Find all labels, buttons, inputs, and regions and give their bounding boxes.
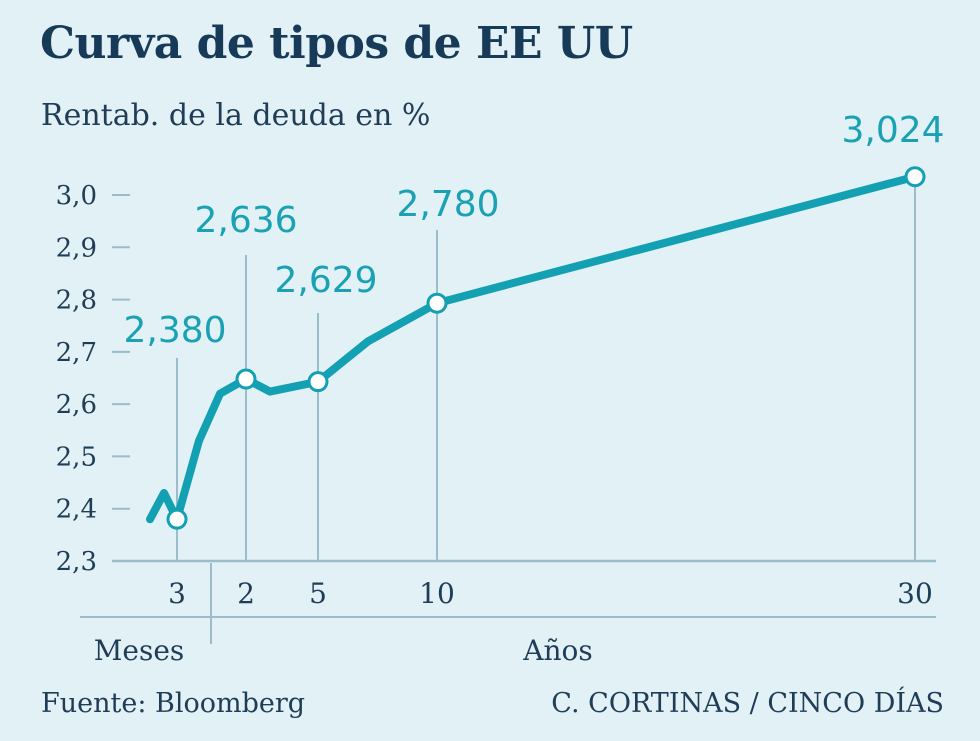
x-tick-label: 5 <box>309 577 327 610</box>
data-label: 2,629 <box>274 260 377 301</box>
y-tick-label: 2,4 <box>56 495 97 525</box>
data-label: 2,636 <box>194 200 297 241</box>
data-label: 2,780 <box>396 184 499 225</box>
data-point-marker <box>166 508 188 530</box>
data-point-marker <box>235 368 257 390</box>
y-tick-label: 2,8 <box>56 286 97 316</box>
y-tick-label: 2,7 <box>56 338 97 368</box>
data-point-marker <box>426 292 448 314</box>
data-point-marker <box>904 166 926 188</box>
y-tick-label: 3,0 <box>56 181 97 211</box>
y-tick-label: 2,6 <box>56 390 97 420</box>
data-point-marker <box>307 371 329 393</box>
chart-subtitle: Rentab. de la deuda en % <box>41 98 431 133</box>
x-tick-label: 10 <box>419 577 455 610</box>
x-group-label: Años <box>522 634 592 667</box>
x-group-label: Meses <box>94 634 185 667</box>
x-tick-label: 2 <box>237 577 255 610</box>
x-tick-label: 30 <box>897 577 933 610</box>
y-tick-label: 2,5 <box>56 442 97 472</box>
x-tick-label: 3 <box>168 577 186 610</box>
data-label: 2,380 <box>123 310 226 351</box>
chart-title: Curva de tipos de EE UU <box>40 18 633 69</box>
y-tick-label: 2,3 <box>56 547 97 577</box>
data-label: 3,024 <box>841 110 944 151</box>
source-note: Fuente: Bloomberg <box>41 688 306 719</box>
credit-note: C. CORTINAS / CINCO DÍAS <box>551 688 944 719</box>
y-tick-label: 2,9 <box>56 233 97 263</box>
